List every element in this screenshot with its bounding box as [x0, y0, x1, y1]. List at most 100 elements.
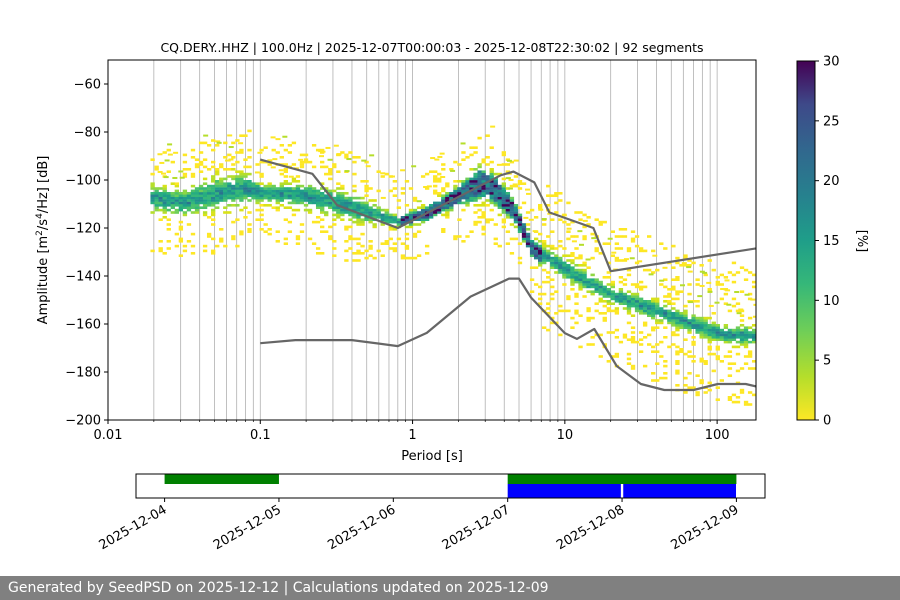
density-cell [400, 220, 406, 224]
density-cell [747, 367, 753, 370]
density-cell [275, 206, 280, 209]
density-cell [529, 252, 535, 255]
density-cell [513, 220, 519, 224]
density-cell [324, 213, 329, 217]
density-cell [481, 172, 486, 176]
density-cell [404, 180, 410, 183]
density-cell [735, 352, 741, 356]
timeline-ticks: 2025-12-04 2025-12-05 2025-12-06 2025-12-07… [97, 498, 741, 553]
density-cell [420, 175, 426, 178]
density-cell [629, 257, 635, 260]
density-cell [521, 240, 527, 243]
density-cell [243, 189, 248, 193]
density-cell [602, 285, 607, 289]
density-cell [311, 187, 317, 190]
density-cell [384, 211, 389, 214]
density-cell [578, 276, 583, 279]
density-cell [626, 321, 632, 325]
density-cell [182, 204, 188, 207]
density-cell [727, 355, 733, 358]
density-cell [582, 280, 587, 284]
density-cell [578, 345, 583, 349]
density-cell [747, 271, 753, 274]
density-cell [541, 218, 547, 221]
density-cell [320, 182, 325, 185]
density-cell [239, 175, 244, 178]
density-cell [562, 254, 567, 257]
density-cell [739, 319, 745, 322]
density-cell [542, 256, 547, 260]
density-cell [671, 343, 676, 346]
density-cell [751, 333, 756, 337]
density-cell [364, 206, 369, 209]
density-cell [231, 177, 236, 181]
density-cell [449, 208, 454, 212]
density-cell [719, 338, 725, 341]
density-cell [303, 160, 309, 164]
density-cell [396, 199, 402, 202]
density-cell [528, 218, 534, 221]
density-cell [659, 321, 664, 325]
density-cell [683, 312, 688, 315]
density-cell [743, 338, 749, 341]
density-cell [307, 194, 313, 197]
density-cell [404, 218, 410, 221]
density-cell [150, 187, 155, 190]
density-cell [247, 180, 252, 183]
density-cell [473, 220, 478, 224]
density-cell [365, 165, 371, 168]
density-cell [707, 340, 712, 344]
density-cell [675, 333, 680, 337]
density-cell [344, 249, 349, 253]
density-cell [348, 211, 353, 214]
density-cell [449, 206, 454, 209]
density-cell [683, 324, 688, 327]
density-cell [751, 367, 756, 370]
density-cell [223, 141, 228, 145]
density-cell [614, 309, 620, 313]
density-cell [513, 216, 519, 219]
density-cell [408, 187, 414, 190]
density-cell [299, 184, 305, 188]
density-cell [283, 194, 289, 197]
density-cell [594, 247, 599, 250]
density-cell [408, 223, 414, 226]
density-cell [546, 235, 551, 238]
density-cell [638, 247, 644, 250]
density-cell [469, 177, 474, 181]
density-cell [336, 182, 341, 185]
density-cell [283, 242, 289, 245]
density-cell [679, 324, 684, 327]
density-cell [715, 331, 720, 334]
density-cell [434, 158, 440, 161]
density-cell [707, 288, 712, 291]
density-cell [437, 194, 442, 197]
density-cell [178, 220, 184, 224]
density-cell [739, 336, 745, 339]
density-cell [267, 199, 272, 202]
density-cell [747, 333, 753, 337]
density-cell [215, 201, 220, 205]
density-cell [489, 201, 494, 205]
density-cell [578, 218, 583, 221]
density-cell [437, 204, 442, 207]
density-cell [598, 223, 603, 226]
density-cell [655, 307, 660, 310]
density-cell [198, 151, 204, 154]
density-cell [517, 242, 523, 245]
density-cell [348, 247, 353, 250]
density-cell [585, 258, 591, 261]
density-cell [356, 216, 361, 219]
density-cell [477, 192, 482, 195]
density-cell [751, 336, 756, 339]
density-cell [695, 319, 700, 322]
density-cell [675, 261, 680, 265]
density-cell [533, 244, 539, 248]
density-cell [578, 264, 583, 267]
density-cell [521, 230, 527, 233]
density-cell [449, 204, 454, 207]
density-cell [315, 192, 321, 195]
density-cell [566, 276, 571, 279]
density-cell [642, 300, 648, 303]
density-cell [505, 192, 511, 195]
